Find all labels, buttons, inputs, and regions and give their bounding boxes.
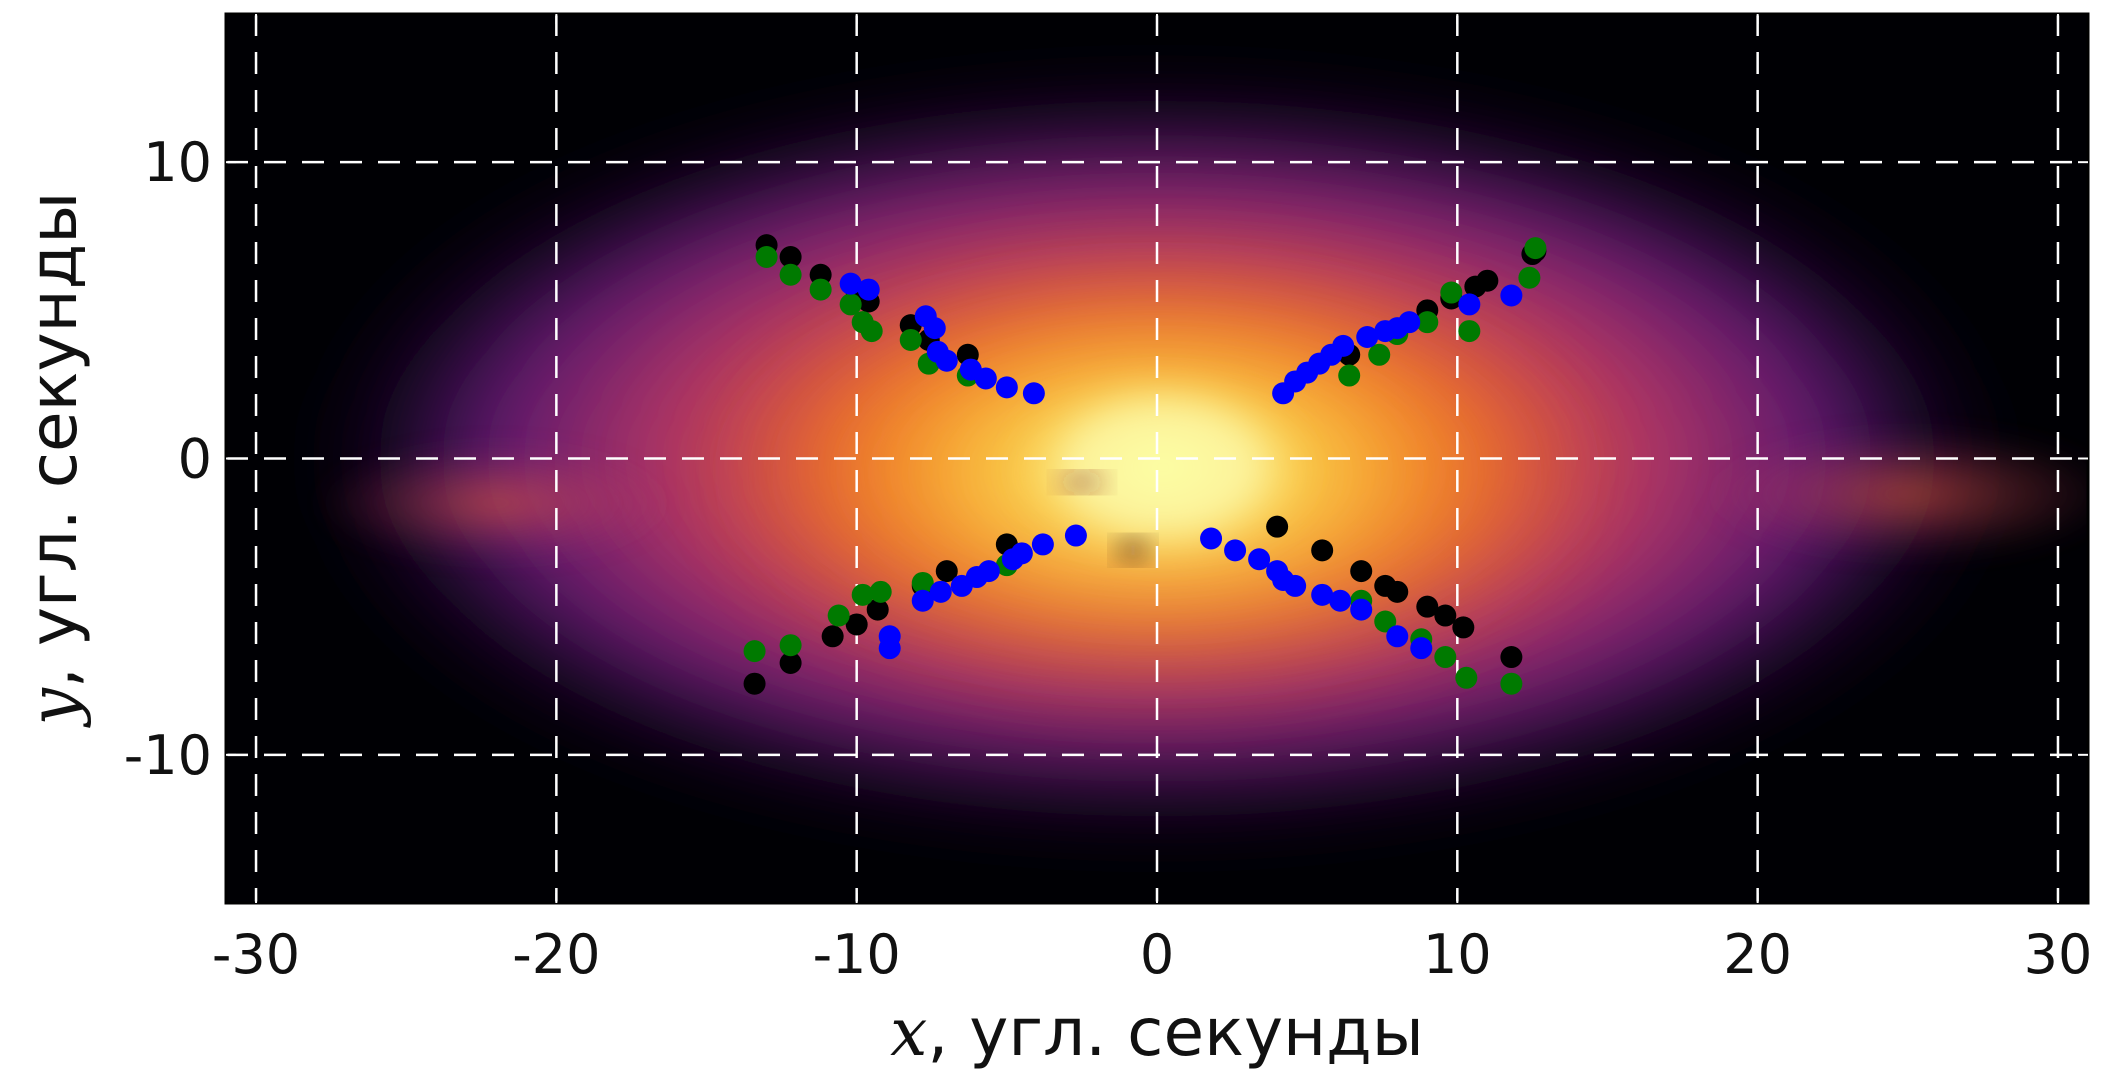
data-point: [1518, 266, 1541, 289]
data-point: [755, 245, 778, 268]
data-point: [1458, 320, 1481, 343]
data-point: [1386, 580, 1409, 603]
data-point: [911, 589, 934, 612]
data-point: [821, 625, 844, 648]
y-tick-label: -10: [124, 724, 212, 787]
data-point: [860, 320, 883, 343]
data-point: [1416, 311, 1439, 334]
x-axis-label-var: x: [890, 994, 927, 1071]
x-tick-labels: -30 -20 -10 0 10 20 30: [212, 923, 2092, 986]
data-point: [1500, 646, 1523, 669]
data-point: [878, 637, 901, 660]
x-tick-label: -30: [212, 923, 300, 986]
y-axis-label-var: y: [15, 687, 92, 728]
axis-ticks: [226, 14, 2088, 903]
data-point: [1350, 560, 1373, 583]
data-point: [1410, 637, 1433, 660]
y-axis-label-text: , угл. секунды: [15, 192, 92, 689]
data-point: [857, 278, 880, 301]
data-point: [1398, 311, 1421, 334]
data-point: [995, 376, 1018, 399]
data-point: [779, 651, 802, 674]
data-point: [866, 598, 889, 621]
data-point: [779, 634, 802, 657]
data-point: [1455, 666, 1478, 689]
data-point: [1500, 284, 1523, 307]
x-tick-label: 30: [2024, 923, 2093, 986]
x-tick-label: 20: [1723, 923, 1792, 986]
data-point: [779, 245, 802, 268]
x-tick-label: -20: [512, 923, 600, 986]
x-tick-label: 10: [1423, 923, 1492, 986]
data-point: [1350, 598, 1373, 621]
data-point: [1332, 334, 1355, 357]
grid: [226, 14, 2088, 903]
x-axis-label: x, угл. секунды: [890, 994, 1424, 1071]
data-point: [1224, 539, 1247, 562]
dark-feature: [1116, 542, 1149, 559]
data-point: [974, 367, 997, 390]
data-points: [743, 234, 1547, 695]
y-tick-labels: -10 0 10: [124, 131, 212, 787]
data-point: [779, 263, 802, 286]
data-point: [743, 640, 766, 663]
data-point: [809, 278, 832, 301]
dark-feature: [1059, 476, 1104, 489]
data-point: [923, 317, 946, 340]
data-point: [743, 672, 766, 695]
data-point: [1434, 646, 1457, 669]
data-point: [1311, 583, 1334, 606]
heatmap-blob: [1697, 428, 2088, 560]
heatmap-blob: [1012, 372, 1314, 563]
data-point: [839, 293, 862, 316]
data-point: [1524, 237, 1547, 260]
data-point: [1031, 533, 1054, 556]
data-point: [1064, 524, 1087, 547]
data-point: [1311, 539, 1334, 562]
plot-area: [224, 12, 2090, 905]
data-point: [935, 349, 958, 372]
data-point: [935, 560, 958, 583]
data-point: [1386, 625, 1409, 648]
data-point: [1500, 672, 1523, 695]
data-point: [1266, 515, 1289, 538]
y-tick-label: 10: [143, 131, 212, 194]
y-tick-label: 0: [178, 428, 212, 491]
data-point: [1458, 293, 1481, 316]
data-point: [1440, 281, 1463, 304]
data-point: [1368, 343, 1391, 366]
data-point: [869, 580, 892, 603]
data-point: [839, 272, 862, 295]
data-point: [911, 571, 934, 594]
data-point: [1338, 364, 1361, 387]
data-point: [1356, 326, 1379, 349]
data-point: [827, 604, 850, 627]
data-point: [977, 560, 1000, 583]
data-point: [1200, 527, 1223, 550]
data-point: [1464, 275, 1487, 298]
data-point: [851, 583, 874, 606]
x-tick-label: -10: [813, 923, 901, 986]
data-point: [1248, 548, 1271, 571]
data-point: [899, 328, 922, 351]
data-point: [1284, 574, 1307, 597]
data-point: [1022, 382, 1045, 405]
heatmap-blob: [316, 443, 677, 563]
x-tick-label: 0: [1140, 923, 1174, 986]
y-axis-label: y, угл. секунды: [15, 192, 92, 729]
data-point: [1329, 589, 1352, 612]
data-point: [1010, 542, 1033, 565]
data-point: [1416, 595, 1439, 618]
data-point: [1452, 616, 1475, 639]
data-point: [929, 580, 952, 603]
x-axis-label-text: , угл. секунды: [927, 994, 1424, 1071]
data-point: [1434, 604, 1457, 627]
data-point: [1374, 610, 1397, 633]
data-point: [845, 613, 868, 636]
